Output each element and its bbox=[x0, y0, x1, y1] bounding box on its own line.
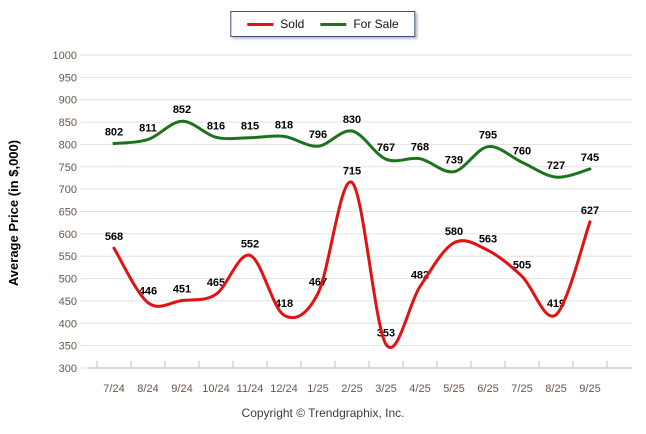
y-tick-label: 300 bbox=[59, 363, 77, 375]
data-label: 715 bbox=[343, 165, 361, 177]
data-label: 802 bbox=[105, 127, 123, 139]
for-sale-series-line bbox=[112, 119, 592, 179]
y-tick-label: 600 bbox=[59, 229, 77, 241]
y-tick-label: 950 bbox=[59, 72, 77, 84]
legend-item-for-sale: For Sale bbox=[320, 17, 399, 31]
data-label: 760 bbox=[513, 145, 531, 157]
x-tick-label: 11/24 bbox=[237, 383, 264, 395]
data-label: 796 bbox=[309, 129, 327, 141]
data-label: 739 bbox=[445, 155, 463, 167]
data-label: 418 bbox=[275, 298, 293, 310]
x-tick-label: 9/25 bbox=[579, 383, 600, 395]
legend-label-for-sale: For Sale bbox=[353, 17, 399, 31]
y-tick-label: 800 bbox=[59, 139, 77, 151]
data-label: 816 bbox=[207, 120, 225, 132]
sold-line-swatch bbox=[247, 22, 274, 26]
data-label: 446 bbox=[139, 286, 157, 298]
y-tick-label: 700 bbox=[59, 184, 77, 196]
copyright-text: Copyright © Trendgraphix, Inc. bbox=[241, 406, 405, 420]
data-label: 852 bbox=[173, 104, 191, 116]
x-tick-label: 8/24 bbox=[137, 383, 158, 395]
legend-label-sold: Sold bbox=[280, 17, 305, 31]
data-label: 451 bbox=[173, 283, 191, 295]
x-tick-label: 9/24 bbox=[171, 383, 192, 395]
data-label: 563 bbox=[479, 233, 497, 245]
x-tick-label: 6/25 bbox=[477, 383, 498, 395]
y-tick-label: 350 bbox=[59, 341, 77, 353]
data-label: 505 bbox=[513, 259, 531, 271]
x-tick-label: 3/25 bbox=[375, 383, 396, 395]
data-label: 627 bbox=[581, 205, 599, 217]
x-tick-label: 1/25 bbox=[307, 383, 328, 395]
y-tick-label: 500 bbox=[59, 274, 77, 286]
data-label: 811 bbox=[139, 123, 157, 135]
x-tick-label: 7/24 bbox=[103, 383, 124, 395]
y-tick-label: 750 bbox=[59, 162, 77, 174]
chart-legend: Sold For Sale bbox=[230, 11, 416, 37]
y-tick-label: 450 bbox=[59, 296, 77, 308]
data-label: 552 bbox=[241, 238, 259, 250]
data-label: 795 bbox=[479, 130, 497, 142]
data-label: 727 bbox=[547, 160, 565, 172]
y-axis-title: Average Price (in $,000) bbox=[6, 140, 21, 286]
data-label: 768 bbox=[411, 142, 429, 154]
x-tick-label: 2/25 bbox=[341, 383, 362, 395]
data-label: 568 bbox=[105, 231, 123, 243]
y-tick-label: 400 bbox=[59, 318, 77, 330]
x-tick-label: 12/24 bbox=[270, 383, 298, 395]
data-label: 465 bbox=[207, 277, 225, 289]
x-tick-label: 5/25 bbox=[443, 383, 464, 395]
data-label: 818 bbox=[275, 119, 293, 131]
for-sale-line-swatch bbox=[320, 22, 347, 26]
x-tick-label: 4/25 bbox=[409, 383, 430, 395]
y-tick-label: 550 bbox=[59, 251, 77, 263]
y-tick-label: 850 bbox=[59, 117, 77, 129]
x-tick-label: 8/25 bbox=[545, 383, 566, 395]
data-label: 767 bbox=[377, 142, 395, 154]
sold-series-line bbox=[112, 180, 592, 349]
data-label: 745 bbox=[581, 152, 599, 164]
x-tick-label: 10/24 bbox=[202, 383, 230, 395]
y-tick-label: 650 bbox=[59, 207, 77, 219]
x-tick-label: 7/25 bbox=[511, 383, 532, 395]
y-tick-label: 1000 bbox=[53, 50, 77, 62]
legend-item-sold: Sold bbox=[247, 17, 304, 31]
data-label: 830 bbox=[343, 114, 361, 126]
y-tick-label: 900 bbox=[59, 95, 77, 107]
data-label: 580 bbox=[445, 226, 463, 238]
data-label: 815 bbox=[241, 121, 259, 133]
